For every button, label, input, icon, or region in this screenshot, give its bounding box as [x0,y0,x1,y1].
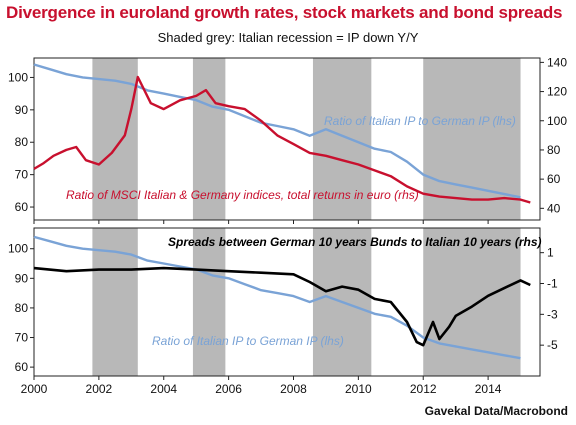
chart-subtitle: Shaded grey: Italian recession = IP down… [157,30,419,45]
right-tick-label: 1 [547,246,554,260]
x-tick-label: 2000 [21,382,48,396]
x-tick-label: 2012 [410,382,437,396]
right-tick-label: -3 [547,307,558,321]
panel-1: 60 70 80 90 100 40 60 80 100 120 140 [8,55,567,224]
x-tick-label: 2002 [86,382,113,396]
series-line-2-1 [33,235,521,360]
right-tick-label: 100 [547,114,567,128]
panel-2: 60 70 80 90 100 1 -1 -3 -5 2000 2002 2004 2006 2008 20… [8,227,558,396]
right-tick-label: 40 [547,201,561,215]
right-tick-label: 120 [547,85,567,99]
panel-frame [33,57,541,221]
recession-band [312,58,372,220]
series-line-1-1 [33,63,521,199]
annotation-msci-ratio: Ratio of MSCI Italian & Germany indices,… [66,188,419,202]
source-credit: Gavekal Data/Macrobond [424,404,568,418]
recession-band [192,228,226,376]
chart-title: Divergence in euroland growth rates, sto… [6,3,563,22]
annotation-spread: Spreads between German 10 years Bunds to… [168,235,541,249]
right-tick-label: -5 [547,338,558,352]
right-tick-label: 140 [547,55,567,69]
series-line-2-2 [33,266,531,347]
x-tick-label: 2008 [280,382,307,396]
annotation-ip-ratio-top: Ratio of Italian IP to German IP (lhs) [324,114,516,128]
left-tick-label: 80 [15,135,29,149]
x-tick-label: 2010 [345,382,372,396]
x-tick-label: 2006 [215,382,242,396]
x-tick-label: 2004 [150,382,177,396]
left-tick-label: 80 [15,301,29,315]
left-tick-label: 60 [15,200,29,214]
left-tick-label: 90 [15,103,29,117]
left-tick-label: 90 [15,271,29,285]
right-tick-label: -1 [547,277,558,291]
right-tick-label: 80 [547,143,561,157]
right-tick-label: 60 [547,172,561,186]
left-tick-label: 100 [8,242,28,256]
left-tick-label: 100 [8,70,28,84]
series-line-1-2 [33,75,531,204]
recession-band [423,228,521,376]
x-tick-label: 2014 [475,382,502,396]
annotation-ip-ratio-bottom: Ratio of Italian IP to German IP (lhs) [152,334,344,348]
left-tick-label: 60 [15,360,29,374]
panel-frame [33,227,541,377]
recession-band [192,58,226,220]
left-tick-label: 70 [15,168,29,182]
recession-band [92,58,138,220]
left-tick-label: 70 [15,331,29,345]
